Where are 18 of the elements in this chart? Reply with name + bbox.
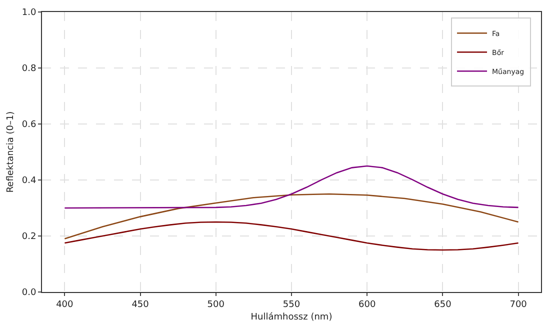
x-axis-title: Hullámhossz (nm) [250, 312, 332, 323]
x-tick-label: 650 [434, 300, 452, 310]
y-axis-title: Reflektancia (0–1) [6, 111, 16, 193]
x-tick-label: 400 [56, 300, 74, 310]
y-tick-label: 0.8 [22, 64, 36, 74]
y-tick-label: 0.4 [22, 176, 36, 186]
x-tick-label: 550 [282, 300, 300, 310]
y-tick-label: 0.2 [22, 232, 36, 242]
y-tick-label: 0.0 [22, 288, 36, 298]
y-tick-label: 0.6 [22, 120, 36, 130]
x-tick-label: 450 [132, 300, 150, 310]
line-series [64, 221, 519, 251]
x-tick-label: 700 [510, 300, 528, 310]
y-tick-label: 1.0 [22, 8, 36, 18]
x-tick-label: 500 [207, 300, 225, 310]
line-series [64, 165, 519, 209]
line-series [64, 193, 519, 240]
x-tick-label: 600 [358, 300, 376, 310]
